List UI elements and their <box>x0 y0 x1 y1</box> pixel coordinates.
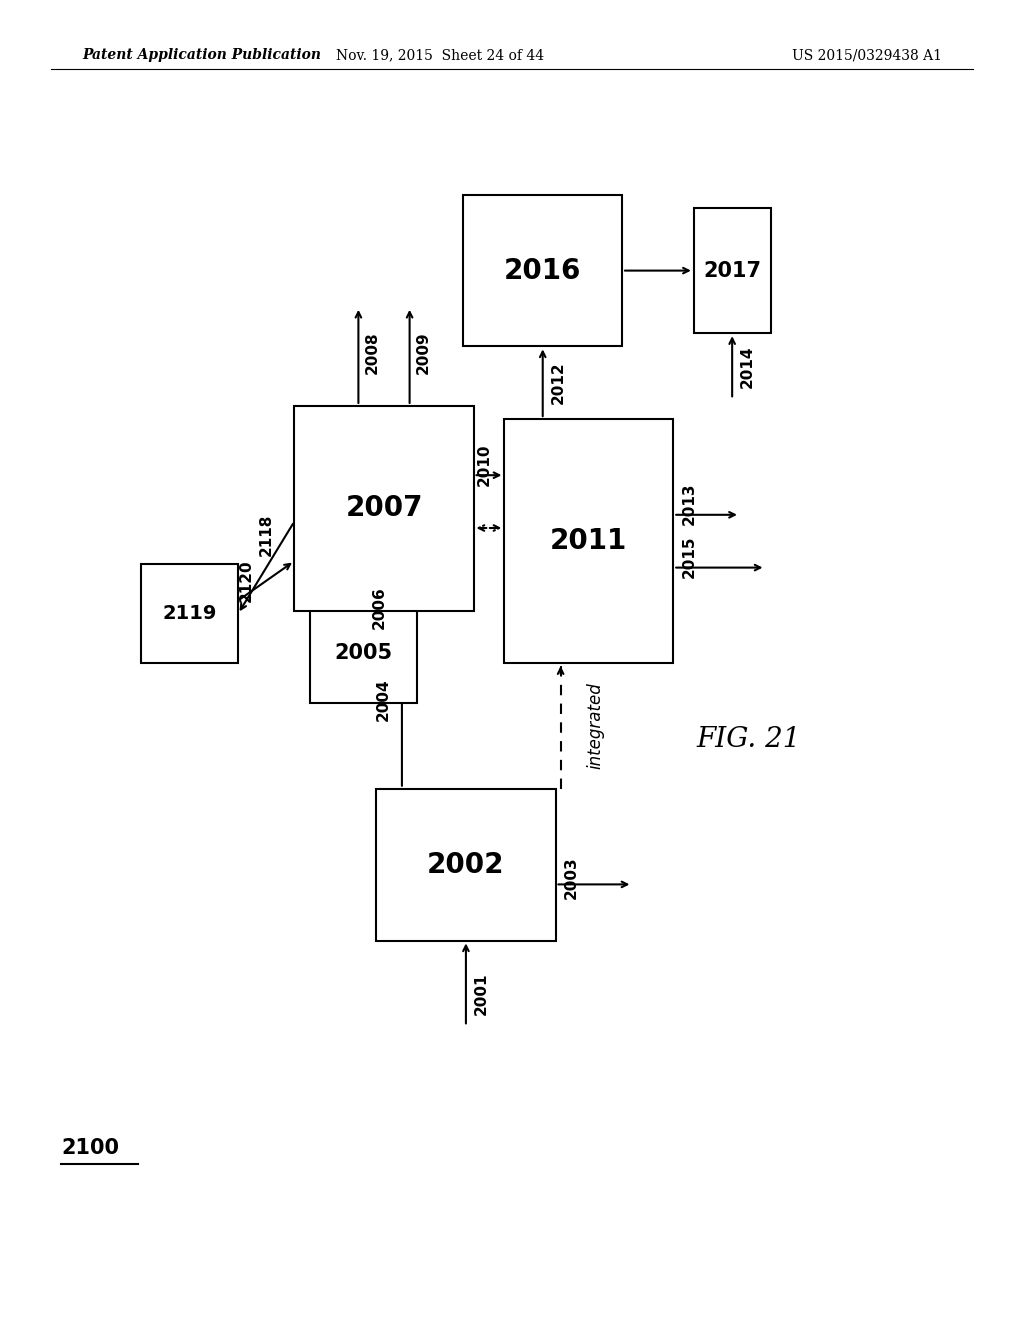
Text: 2004: 2004 <box>376 678 391 721</box>
Text: 2007: 2007 <box>345 494 423 523</box>
Text: 2006: 2006 <box>372 586 387 628</box>
Bar <box>463 194 623 346</box>
Text: 2013: 2013 <box>682 483 696 525</box>
Bar <box>694 209 770 333</box>
Text: 2005: 2005 <box>335 643 392 664</box>
Bar <box>377 789 555 940</box>
Text: 2014: 2014 <box>739 345 755 388</box>
Text: 2100: 2100 <box>61 1138 120 1159</box>
Text: integrated: integrated <box>586 682 604 770</box>
Text: 2119: 2119 <box>162 605 217 623</box>
Bar <box>309 605 418 702</box>
Text: 2015: 2015 <box>682 536 696 578</box>
Bar <box>141 565 238 663</box>
Text: 2017: 2017 <box>703 260 761 281</box>
Text: 2012: 2012 <box>551 362 566 404</box>
Text: 2002: 2002 <box>427 850 505 879</box>
Text: Nov. 19, 2015  Sheet 24 of 44: Nov. 19, 2015 Sheet 24 of 44 <box>336 49 545 62</box>
Text: 2003: 2003 <box>563 857 579 899</box>
Text: US 2015/0329438 A1: US 2015/0329438 A1 <box>793 49 942 62</box>
Text: FIG. 21: FIG. 21 <box>696 726 801 752</box>
Text: 2008: 2008 <box>365 331 380 375</box>
Text: 2118: 2118 <box>259 513 273 556</box>
Bar <box>504 420 674 664</box>
Text: 2009: 2009 <box>416 331 431 375</box>
Text: Patent Application Publication: Patent Application Publication <box>82 49 321 62</box>
Text: 2010: 2010 <box>476 444 492 486</box>
Text: 2011: 2011 <box>550 527 628 556</box>
Text: 2001: 2001 <box>474 972 489 1015</box>
Bar <box>295 407 473 610</box>
Text: 2016: 2016 <box>504 256 582 285</box>
Text: 2120: 2120 <box>239 560 253 602</box>
